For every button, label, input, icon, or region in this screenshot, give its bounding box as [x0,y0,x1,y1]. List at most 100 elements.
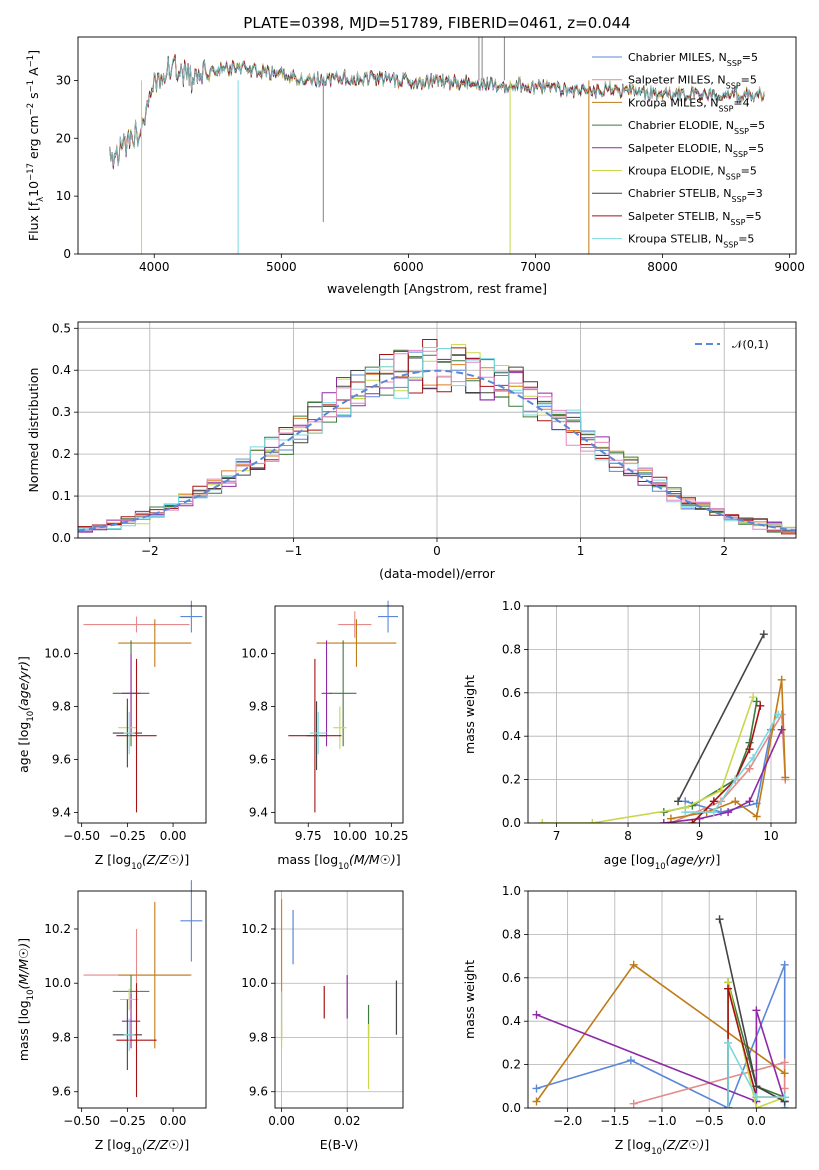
age-weight-ytick-label: 0.6 [502,686,521,700]
z-mass-ytick-label: 9.6 [52,1085,71,1099]
z-mass-ylabel: mass [log10(M/M☉)] [16,938,36,1061]
z-age-xtick-label: −0.25 [109,829,146,843]
spectrum-ytick-label: 30 [56,73,71,87]
ebv-mass-ytick-label: 10.0 [241,976,268,990]
ebv-mass-frame [274,890,404,1109]
clip-hist-plot-area [78,339,796,535]
z-weight-ytick-label: 0.6 [502,971,521,985]
z-weight-marker [532,1084,541,1093]
mass-age-xtick-label: 9.75 [295,829,322,843]
legend-label: Chabrier MILES, NSSP=5 [628,51,758,68]
z-weight-marker [780,1069,789,1078]
age-weight-marker [745,745,754,754]
mass-age-ytick-label: 9.8 [249,700,268,714]
age-weight-marker [688,819,697,823]
z-mass-xtick-label: −0.50 [63,1114,100,1128]
z-age-frame [77,605,207,824]
hist-xtick-label: 1 [577,544,585,558]
spectrum-xtick-label: 4000 [139,260,170,274]
age-weight-marker [588,819,597,823]
clip-z-weight-plot-area [532,915,789,1108]
z-weight-marker [532,1097,541,1106]
z-weight-xtick-label: −0.5 [695,1114,724,1128]
age-weight-marker [538,819,547,823]
age-weight-ytick-label: 0.8 [502,642,521,656]
hist-xtick-label: −1 [285,544,303,558]
z-weight-marker [780,960,789,969]
spectrum-ytick-label: 20 [56,131,71,145]
spectrum-title: PLATE=0398, MJD=51789, FIBERID=0461, z=0… [243,14,630,32]
ebv-mass-ytick-label: 9.6 [249,1085,268,1099]
z-weight-marker [629,1099,638,1108]
age-weight-marker [759,630,768,639]
legend-label: Chabrier STELIB, NSSP=3 [628,187,763,204]
hist-ytick-label: 0.2 [52,447,71,461]
age-weight-marker [659,819,668,823]
z-weight-marker [780,1093,789,1102]
age-weight-marker [745,764,754,773]
z-weight-xtick-label: −1.5 [600,1114,629,1128]
z-weight-series [536,964,786,1108]
legend-label: Chabrier ELODIE, NSSP=5 [628,119,765,136]
z-weight-marker [715,915,724,924]
hist-xtick-label: 2 [720,544,728,558]
hist-ylabel: Normed distribution [26,368,41,493]
hist-xtick-label: 0 [433,544,441,558]
age-weight-marker [749,753,758,762]
legend-label: Kroupa STELIB, NSSP=5 [628,233,754,250]
z-weight-ylabel: mass weight [462,960,477,1039]
hist-xlabel: (data-model)/error [379,566,496,581]
z-age-ytick-label: 9.4 [52,805,71,819]
z-weight-ytick-label: 0.8 [502,927,521,941]
z-weight-xtick-label: −2.0 [553,1114,582,1128]
normal-curve [78,369,796,532]
hist-ytick-label: 0.3 [52,405,71,419]
hist-ytick-label: 0.5 [52,321,71,335]
z-weight-marker [752,1093,761,1102]
legend-label: Salpeter MILES, NSSP=5 [628,74,757,91]
clip-age-weight-plot-area [538,630,790,823]
age-weight-ytick-label: 1.0 [502,599,521,613]
mass-age-ytick-label: 9.6 [249,752,268,766]
z-weight-marker [724,984,733,993]
age-weight-marker [777,675,786,684]
age-weight-marker [731,775,740,784]
age-weight-ytick-label: 0.2 [502,773,521,787]
z-mass-ytick-label: 10.2 [44,922,71,936]
age-weight-marker [681,808,690,817]
age-weight-xtick-label: 8 [624,829,632,843]
age-weight-marker [709,797,718,806]
age-weight-marker [745,797,754,806]
clip-spec-plot-area [109,37,765,254]
z-weight-marker [532,1010,541,1019]
z-weight-ytick-label: 0.0 [502,1101,521,1115]
mass-age-xlabel: mass [log10(M/M☉)] [277,852,400,872]
ebv-mass-xtick-label: 0.00 [268,1114,295,1128]
age-weight-xtick-label: 7 [553,829,561,843]
hist-ytick-label: 0.1 [52,489,71,503]
hist-frame [77,321,797,539]
age-weight-marker [709,808,718,817]
z-age-ytick-label: 9.8 [52,700,71,714]
normal-legend-label: 𝒩(0,1) [732,338,769,351]
age-weight-series [670,679,787,820]
hist-series [78,347,796,531]
age-weight-marker [777,725,786,734]
z-mass-xtick-label: −0.25 [109,1114,146,1128]
z-weight-ytick-label: 0.2 [502,1058,521,1072]
age-weight-marker [716,808,725,817]
age-weight-xtick-label: 9 [696,829,704,843]
spectrum-ylabel: Flux [fλ10−17 erg cm−2 s−1 A−1] [26,50,46,241]
spectrum-xtick-label: 9000 [774,260,805,274]
age-weight-marker [674,797,683,806]
ebv-mass-xlabel: E(B-V) [320,1137,359,1152]
z-age-xtick-label: −0.50 [63,829,100,843]
z-weight-xtick-label: 0.0 [747,1114,766,1128]
hist-series [78,349,796,533]
age-weight-ytick-label: 0.4 [502,729,521,743]
z-weight-marker [780,1084,789,1093]
age-weight-marker [666,814,675,823]
z-mass-xtick-label: 0.00 [160,1114,187,1128]
spectrum-ytick-label: 10 [56,189,71,203]
spectrum-line [109,57,765,166]
